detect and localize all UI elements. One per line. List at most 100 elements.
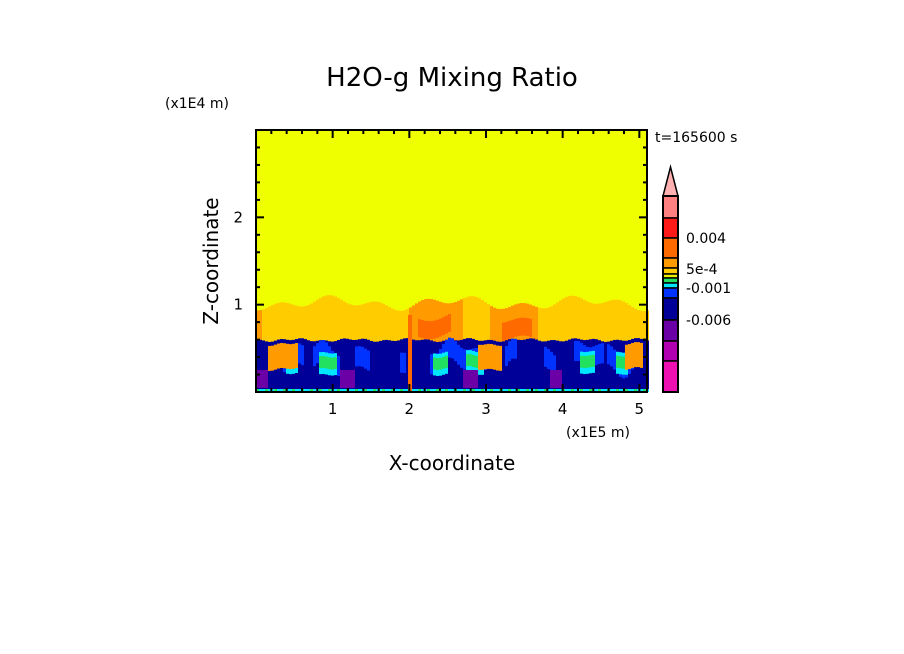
contour-cell xyxy=(502,389,505,392)
contour-cell xyxy=(313,346,316,367)
contour-cell xyxy=(457,389,460,392)
contour-cell xyxy=(496,345,499,371)
contour-cell xyxy=(349,370,352,388)
contour-cell xyxy=(280,389,283,392)
contour-cell xyxy=(505,321,508,340)
contour-cell xyxy=(337,389,340,392)
contour-cell xyxy=(604,341,607,392)
colorbar-label: 5e-4 xyxy=(686,262,718,278)
contour-cell xyxy=(433,320,436,339)
contour-cell xyxy=(583,299,586,345)
contour-cell xyxy=(292,343,295,369)
contour-cell xyxy=(451,389,454,392)
contour-cell xyxy=(598,303,601,345)
colorbar-frame xyxy=(662,195,679,393)
contour-cell xyxy=(442,356,445,369)
contour-cell xyxy=(310,341,313,392)
contour-cell xyxy=(307,340,310,392)
contour-cell xyxy=(403,352,406,373)
colorbar-swatch xyxy=(662,217,679,239)
contour-cell xyxy=(337,297,340,345)
contour-cell xyxy=(508,341,511,362)
contour-cell xyxy=(373,301,376,345)
contour-cell xyxy=(532,305,535,345)
time-label: t=165600 s xyxy=(655,130,737,146)
contour-cell xyxy=(415,389,418,392)
contour-cell xyxy=(316,343,319,364)
contour-cell xyxy=(259,370,262,388)
colorbar-swatch xyxy=(662,237,679,259)
contour-cell xyxy=(340,389,343,392)
x-unit-label: (x1E5 m) xyxy=(566,425,630,441)
colorbar-swatch xyxy=(662,195,679,219)
contour-cell xyxy=(505,345,508,366)
contour-cell xyxy=(376,389,379,392)
contour-cell xyxy=(541,389,544,392)
contour-cell xyxy=(517,339,520,392)
contour-cell xyxy=(550,306,553,345)
contour-cell xyxy=(589,389,592,392)
contour-cell xyxy=(568,295,571,345)
colorbar-label: 0.004 xyxy=(686,231,726,247)
contour-cell xyxy=(478,298,481,345)
contour-cell xyxy=(493,389,496,392)
colorbar-swatch xyxy=(662,360,679,393)
contour-cell xyxy=(589,302,592,345)
contour-cell xyxy=(343,389,346,392)
contour-cell xyxy=(631,389,634,392)
contour-cell xyxy=(511,389,514,392)
contour-cell xyxy=(517,318,520,337)
contour-cell xyxy=(442,389,445,392)
contour-cell xyxy=(619,300,622,345)
contour-cell xyxy=(472,389,475,392)
contour-cell xyxy=(358,346,361,367)
colorbar: 0.004 5e-4 -0.001 -0.006 xyxy=(662,164,731,393)
contour-field xyxy=(256,130,649,392)
contour-cell xyxy=(346,338,349,392)
contour-cell xyxy=(421,320,424,339)
contour-cell xyxy=(385,389,388,392)
contour-cell xyxy=(505,389,508,392)
contour-cell xyxy=(301,306,304,345)
contour-cell xyxy=(499,309,502,345)
contour-cell xyxy=(262,309,265,345)
contour-cell xyxy=(598,389,601,392)
contour-cell xyxy=(571,295,574,345)
contour-cell xyxy=(631,306,634,345)
contour-cell xyxy=(325,389,328,392)
contour-cell xyxy=(286,343,289,369)
contour-cell xyxy=(364,348,367,369)
contour-cell xyxy=(607,301,610,345)
contour-cell xyxy=(514,339,517,392)
contour-cell xyxy=(463,349,466,370)
contour-cell xyxy=(277,343,280,369)
contour-cell xyxy=(535,339,538,392)
contour-cell xyxy=(601,343,604,364)
contour-cell xyxy=(628,304,631,345)
contour-cell xyxy=(391,389,394,392)
contour-cell xyxy=(415,303,418,345)
contour-cell xyxy=(289,344,292,370)
contour-cell xyxy=(514,318,517,337)
contour-cell xyxy=(448,339,451,392)
contour-cell xyxy=(289,389,292,392)
contour-cell xyxy=(361,346,364,367)
contour-cell xyxy=(373,389,376,392)
contour-cell xyxy=(562,298,565,345)
contour-cell xyxy=(307,304,310,345)
contour-cell xyxy=(643,310,646,345)
contour-cell xyxy=(520,317,523,336)
contour-cell xyxy=(511,338,514,359)
contour-cell xyxy=(433,357,436,370)
contour-cell xyxy=(535,306,538,345)
contour-cell xyxy=(574,389,577,392)
contour-cell xyxy=(340,370,343,388)
contour-cell xyxy=(640,310,643,345)
contour-cell xyxy=(259,339,262,392)
contour-cell xyxy=(325,356,328,369)
contour-cell xyxy=(523,389,526,392)
contour-cell xyxy=(337,356,340,377)
contour-cell xyxy=(493,344,496,370)
contour-cell xyxy=(292,389,295,392)
